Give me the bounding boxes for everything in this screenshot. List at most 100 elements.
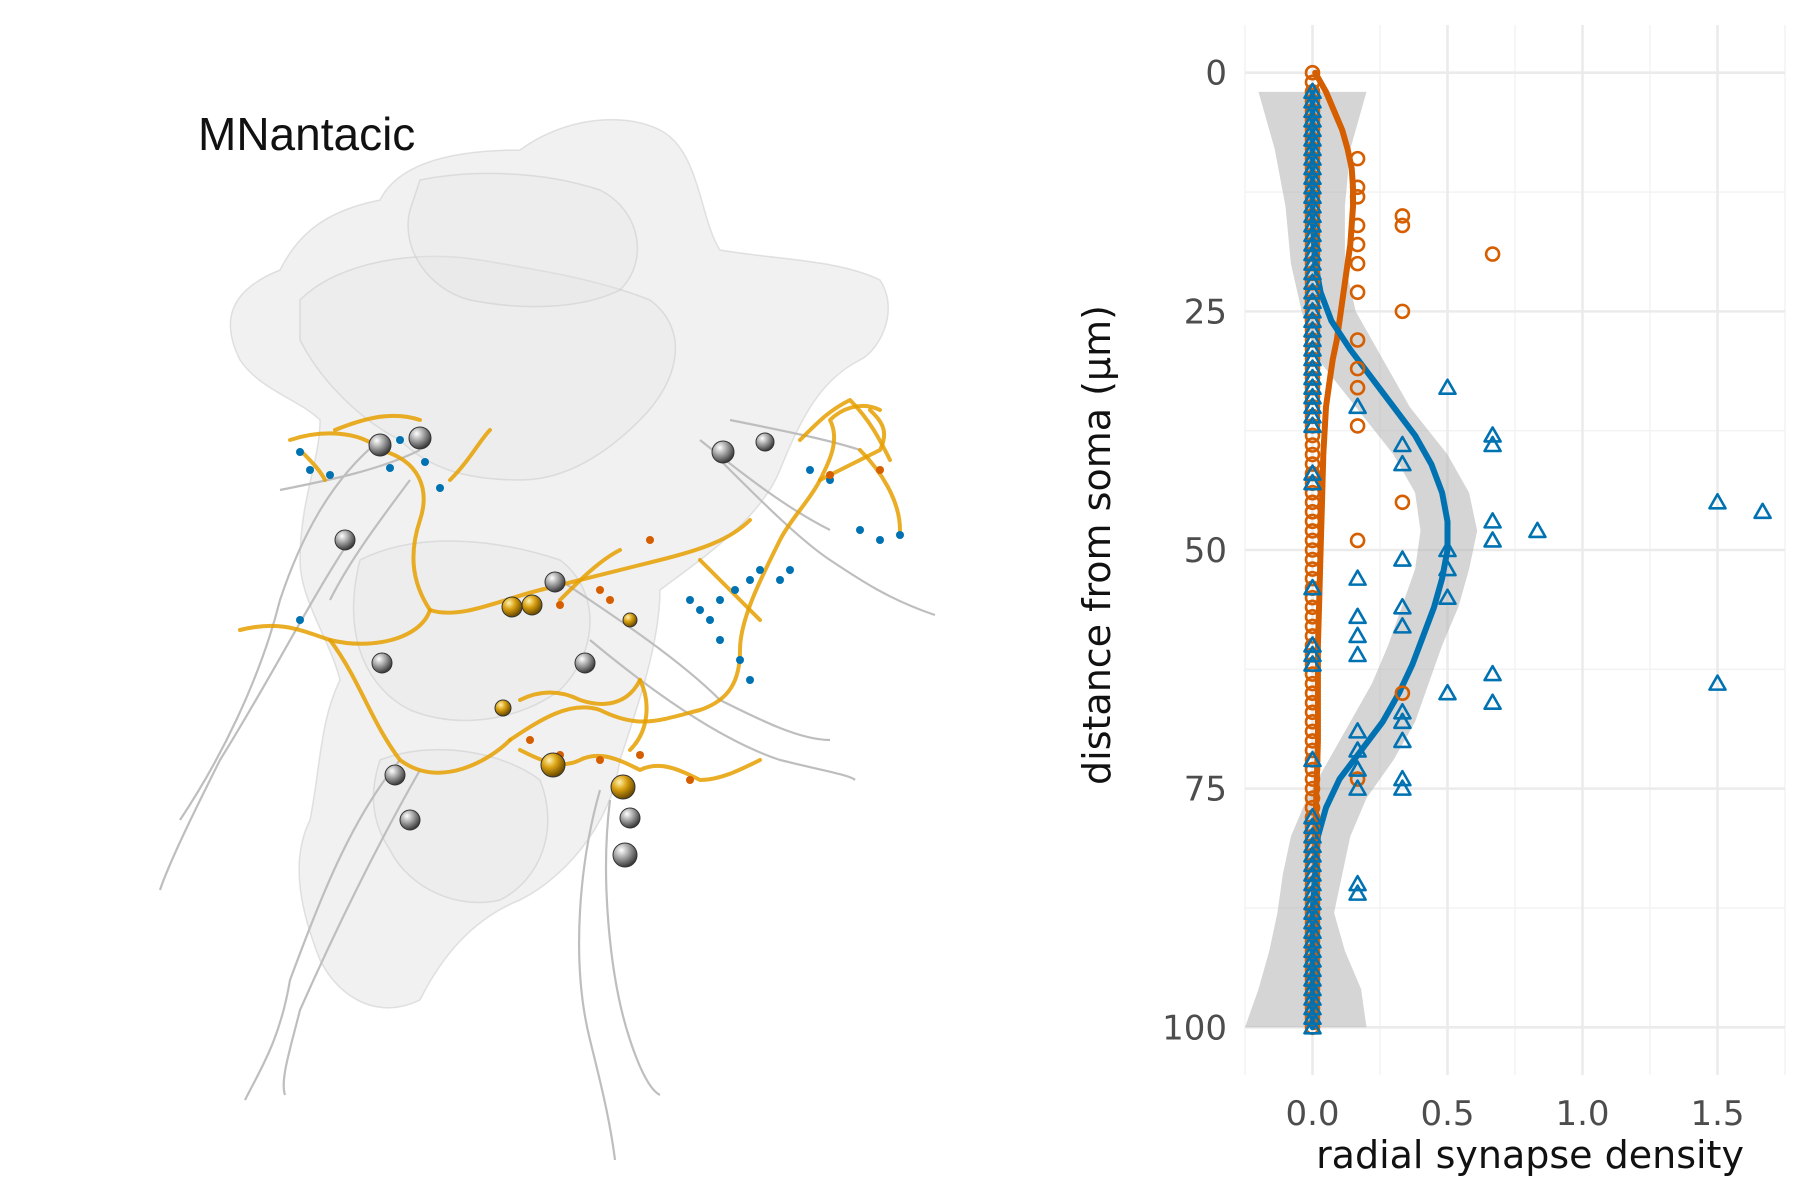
data-point: [1304, 714, 1321, 730]
anatomy-title: MNantacic: [198, 108, 415, 160]
data-point: [1348, 722, 1367, 739]
data-point: [1303, 273, 1322, 291]
x-axis-title: radial synapse density: [1316, 1133, 1744, 1177]
data-point: [1303, 903, 1322, 921]
data-point: [1303, 750, 1322, 768]
data-point: [1304, 446, 1321, 463]
data-point: [1303, 187, 1322, 205]
data-point: [1483, 426, 1502, 443]
y-tick-label: 100: [1162, 1008, 1227, 1048]
data-point: [1394, 217, 1411, 234]
data-point: [1304, 532, 1321, 549]
data-point: [1349, 284, 1366, 301]
confidence-band: [1245, 91, 1478, 1028]
data-point: [1303, 932, 1322, 949]
data-point: [1483, 664, 1502, 682]
data-point: [1304, 609, 1321, 625]
data-point: [1304, 542, 1321, 558]
data-point: [1303, 874, 1322, 892]
data-point: [1394, 494, 1411, 511]
data-point: [1304, 733, 1321, 749]
data-point: [1303, 416, 1322, 434]
data-point: [1349, 189, 1366, 205]
data-point: [1303, 827, 1322, 844]
data-point: [1303, 655, 1322, 672]
data-point: [1348, 397, 1367, 415]
data-point: [1349, 771, 1366, 787]
data-points: [1303, 64, 1772, 1036]
data-point: [1438, 559, 1457, 577]
x-tick-label: 1.0: [1555, 1094, 1609, 1134]
data-point: [1303, 578, 1322, 596]
data-point: [1303, 292, 1322, 310]
data-point: [1438, 540, 1457, 558]
data-point: [1303, 120, 1322, 138]
data-point: [1303, 989, 1322, 1006]
data-point: [1303, 225, 1322, 243]
anatomy-panel: MNantacic: [158, 108, 936, 1161]
data-point: [1303, 387, 1322, 405]
data-point: [1303, 149, 1322, 166]
data-point: [1303, 636, 1322, 653]
data-point: [1348, 779, 1367, 796]
data-point: [1303, 349, 1322, 367]
data-point: [1708, 674, 1727, 691]
y-tick-label: 25: [1184, 292, 1227, 332]
data-point: [1303, 321, 1322, 338]
data-point: [1349, 236, 1366, 253]
data-point: [1304, 74, 1321, 91]
data-point: [1394, 303, 1411, 320]
data-point: [1304, 618, 1321, 635]
data-point: [1304, 456, 1321, 472]
data-point: [1304, 64, 1321, 81]
data-point: [1438, 683, 1457, 701]
data-point: [1393, 454, 1412, 472]
data-point: [1303, 807, 1322, 825]
x-tick-label: 0.0: [1285, 1094, 1339, 1134]
data-point: [1349, 360, 1366, 377]
data-point: [1304, 589, 1321, 606]
confidence-bands: [1245, 91, 1478, 1028]
data-point: [1304, 666, 1321, 682]
data-point: [1348, 569, 1367, 586]
data-point: [1303, 865, 1322, 882]
data-point: [1438, 588, 1457, 606]
data-point: [1349, 532, 1366, 549]
data-point: [1484, 246, 1501, 262]
data-point: [1303, 206, 1322, 224]
data-point: [1303, 893, 1322, 911]
data-point: [1303, 1008, 1322, 1026]
smooth-line: [1312, 69, 1356, 1031]
data-point: [1349, 255, 1366, 272]
data-point: [1304, 427, 1321, 444]
data-point: [1304, 551, 1321, 568]
data-point: [1393, 435, 1412, 453]
data-point: [1303, 817, 1322, 835]
data-point: [1303, 330, 1322, 348]
data-point: [1303, 970, 1322, 987]
x-tick-label: 1.5: [1690, 1094, 1744, 1134]
data-point: [1303, 235, 1322, 252]
smooth-lines: [1309, 69, 1451, 1031]
data-point: [1393, 769, 1412, 787]
data-point: [1303, 912, 1322, 930]
data-point: [1303, 645, 1322, 663]
data-point: [1304, 484, 1321, 501]
data-point: [1303, 951, 1322, 968]
data-point: [1393, 550, 1412, 567]
x-tick-label: 0.5: [1420, 1094, 1474, 1134]
data-point: [1303, 101, 1322, 119]
data-point: [1304, 799, 1321, 816]
data-point: [1304, 494, 1321, 511]
data-point: [1394, 208, 1411, 224]
data-point: [1303, 311, 1322, 329]
data-point: [1349, 179, 1366, 196]
data-point: [1304, 761, 1321, 778]
data-point: [1303, 82, 1322, 100]
data-point: [1304, 570, 1321, 587]
data-point: [1348, 741, 1367, 758]
data-point: [1304, 437, 1321, 453]
data-point: [1348, 874, 1367, 892]
data-point: [1303, 1017, 1322, 1035]
y-tick-label: 0: [1205, 54, 1227, 94]
